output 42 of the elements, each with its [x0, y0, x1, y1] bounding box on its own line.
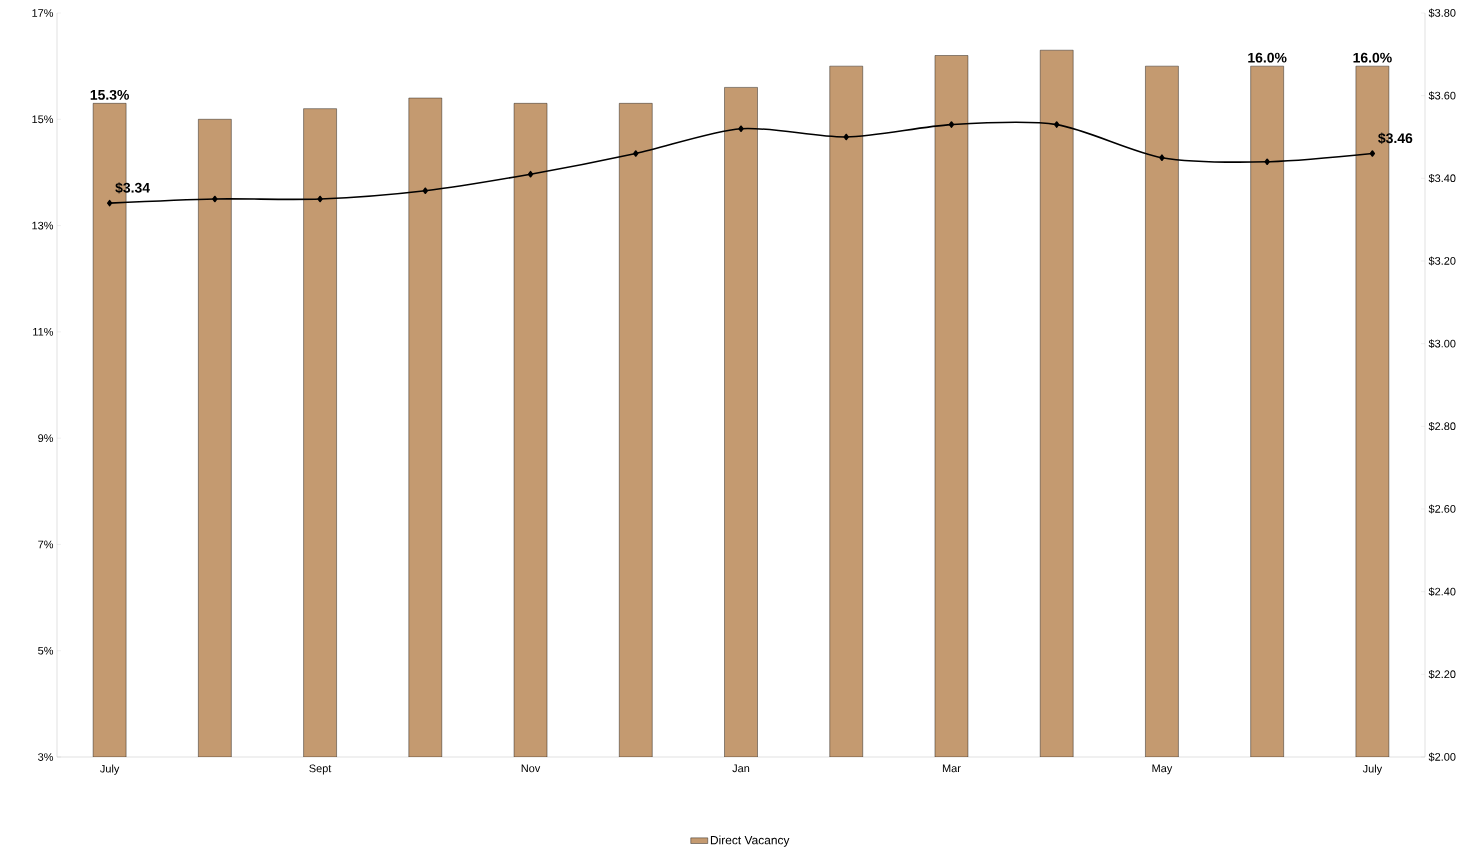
point	[1264, 158, 1270, 166]
y-tick-label: 13%	[32, 221, 54, 230]
point	[843, 133, 849, 141]
y2-tick-label: $3.20	[1428, 256, 1456, 266]
y2-tick-label: $2.40	[1428, 587, 1456, 597]
y2-tick-label: $2.80	[1428, 421, 1456, 431]
data-label: 16.0%	[1248, 52, 1287, 63]
y-tick-label: 5%	[38, 646, 54, 655]
x-tick-label: July	[1362, 764, 1383, 775]
data-label: 16.0%	[1353, 52, 1392, 63]
y-tick-label: 9%	[38, 434, 54, 443]
point	[738, 125, 744, 133]
x-tick-label: Jan	[732, 764, 750, 773]
x-tick-label: July	[100, 764, 120, 775]
x-tick-label: May	[1152, 764, 1173, 775]
y2-tick-label: $2.60	[1428, 504, 1456, 514]
data-label: 15.3%	[90, 89, 130, 100]
x-tick-label: Mar	[942, 764, 961, 773]
y-tick-label: 11%	[33, 328, 54, 336]
point	[1159, 154, 1165, 161]
y2-tick-label: $3.40	[1428, 173, 1456, 183]
point	[422, 187, 428, 195]
point	[633, 150, 639, 157]
point	[1369, 150, 1376, 157]
y-tick-label: 17%	[32, 9, 54, 17]
point	[1054, 121, 1060, 128]
legend-label: Direct Vacancy	[710, 835, 790, 847]
y2-tick-label: $3.80	[1428, 8, 1456, 18]
point	[212, 195, 218, 203]
point	[948, 121, 955, 128]
y2-tick-label: $2.20	[1428, 669, 1456, 679]
y-tick-label: 7%	[38, 540, 54, 549]
y2-tick-label: $2.00	[1428, 752, 1456, 762]
y-tick-label: 15%	[32, 115, 54, 124]
point	[317, 195, 323, 203]
y2-tick-label: $3.00	[1428, 339, 1456, 349]
y-tick-label: 3%	[38, 753, 54, 761]
point	[527, 170, 534, 178]
x-tick-label: Nov	[521, 764, 541, 773]
point	[106, 199, 113, 207]
y2-tick-label: $3.60	[1428, 91, 1456, 101]
x-tick-label: Sept	[309, 764, 332, 775]
